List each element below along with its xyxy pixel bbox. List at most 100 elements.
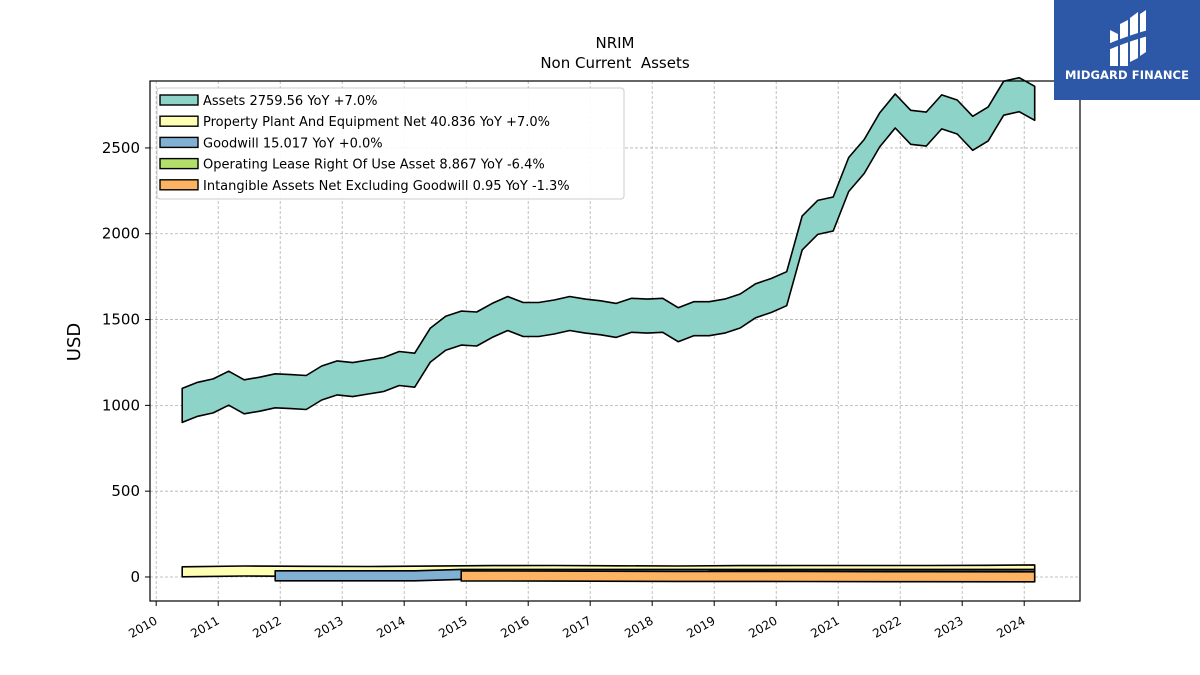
data-point bbox=[677, 576, 679, 578]
series-0 bbox=[181, 76, 1036, 424]
plot-frame bbox=[149, 80, 1081, 602]
data-point bbox=[925, 128, 927, 130]
data-point bbox=[274, 390, 276, 392]
series-area bbox=[460, 570, 1036, 583]
data-point bbox=[631, 315, 633, 317]
series-area bbox=[181, 76, 1036, 424]
data-point bbox=[724, 315, 726, 317]
data-point bbox=[290, 391, 292, 393]
data-point bbox=[708, 318, 710, 320]
data-point bbox=[336, 377, 338, 379]
chart-title: NRIM bbox=[595, 34, 634, 52]
legend-label: Intangible Assets Net Excluding Goodwill… bbox=[203, 179, 570, 194]
data-point bbox=[646, 315, 648, 317]
data-point bbox=[181, 405, 183, 407]
x-tick-label: 2020 bbox=[746, 613, 779, 640]
y-axis-label: USD bbox=[64, 323, 85, 361]
x-tick-label: 2012 bbox=[250, 613, 283, 640]
data-point bbox=[197, 399, 199, 401]
data-point bbox=[274, 575, 276, 577]
chart-subtitle: Non Current Assets bbox=[540, 54, 690, 72]
data-point bbox=[832, 213, 834, 215]
logo-mark-icon bbox=[1108, 10, 1148, 66]
data-point bbox=[553, 316, 555, 318]
data-point bbox=[755, 300, 757, 302]
data-point bbox=[801, 576, 803, 578]
data-point bbox=[848, 174, 850, 176]
data-point bbox=[1003, 97, 1005, 99]
legend-swatch bbox=[159, 115, 199, 127]
data-point bbox=[476, 328, 478, 330]
series-4 bbox=[460, 570, 1036, 583]
data-point bbox=[507, 313, 509, 315]
data-point bbox=[414, 369, 416, 371]
data-point bbox=[352, 379, 354, 381]
legend-swatch bbox=[159, 179, 199, 191]
data-point bbox=[522, 319, 524, 321]
data-point bbox=[321, 382, 323, 384]
data-point bbox=[941, 111, 943, 113]
data-point bbox=[987, 123, 989, 125]
x-tick-label: 2016 bbox=[498, 613, 531, 640]
legend-label: Assets 2759.56 YoY +7.0% bbox=[203, 94, 378, 109]
data-point bbox=[879, 129, 881, 131]
data-point bbox=[693, 318, 695, 320]
data-point bbox=[445, 333, 447, 335]
data-point bbox=[1034, 576, 1036, 578]
logo-text: MIDGARD FINANCE bbox=[1064, 68, 1190, 82]
data-point bbox=[383, 374, 385, 376]
data-point bbox=[1018, 94, 1020, 96]
data-point bbox=[739, 310, 741, 312]
legend-label: Goodwill 15.017 YoY +0.0% bbox=[203, 136, 383, 151]
y-tick-label: 500 bbox=[111, 482, 140, 500]
data-point bbox=[786, 288, 788, 290]
data-point bbox=[817, 217, 819, 219]
data-point bbox=[863, 156, 865, 158]
brand-logo: MIDGARD FINANCE bbox=[1054, 0, 1200, 100]
data-point bbox=[677, 324, 679, 326]
data-point bbox=[212, 395, 214, 397]
data-point bbox=[584, 315, 586, 317]
x-tick-label: 2013 bbox=[312, 613, 345, 640]
data-point bbox=[429, 345, 431, 347]
x-tick-label: 2024 bbox=[994, 613, 1027, 640]
data-point bbox=[662, 315, 664, 317]
data-point bbox=[243, 396, 245, 398]
data-point bbox=[305, 392, 307, 394]
data-point bbox=[181, 571, 183, 573]
data-point bbox=[538, 319, 540, 321]
legend-box bbox=[156, 87, 625, 200]
data-point bbox=[367, 376, 369, 378]
legend-swatch bbox=[159, 136, 199, 149]
data-point bbox=[910, 127, 912, 129]
data-point bbox=[460, 575, 462, 577]
data-point bbox=[243, 570, 245, 572]
x-tick-label: 2019 bbox=[684, 613, 717, 640]
data-point bbox=[600, 317, 602, 319]
x-tick-label: 2014 bbox=[374, 613, 407, 640]
y-tick-label: 2000 bbox=[102, 225, 140, 243]
x-tick-label: 2015 bbox=[436, 613, 469, 640]
x-tick-label: 2023 bbox=[932, 613, 965, 640]
legend-label: Property Plant And Equipment Net 40.836 … bbox=[203, 115, 550, 130]
data-point bbox=[259, 393, 261, 395]
legend-label: Operating Lease Right Of Use Asset 8.867… bbox=[203, 158, 545, 173]
y-tick-label: 1500 bbox=[102, 311, 140, 329]
legend-swatch bbox=[159, 157, 199, 170]
x-tick-label: 2022 bbox=[870, 613, 903, 640]
data-point bbox=[615, 320, 617, 322]
data-point bbox=[1034, 103, 1036, 105]
data-point bbox=[569, 313, 571, 315]
data-point bbox=[770, 295, 772, 297]
x-tick-label: 2021 bbox=[808, 613, 841, 640]
data-point bbox=[398, 368, 400, 370]
data-point bbox=[925, 576, 927, 578]
data-point bbox=[460, 327, 462, 329]
y-tick-label: 2500 bbox=[102, 139, 140, 157]
x-tick-label: 2017 bbox=[560, 613, 593, 640]
data-point bbox=[972, 133, 974, 135]
data-point bbox=[414, 575, 416, 577]
x-tick-label: 2010 bbox=[126, 613, 159, 640]
data-point bbox=[228, 387, 230, 389]
